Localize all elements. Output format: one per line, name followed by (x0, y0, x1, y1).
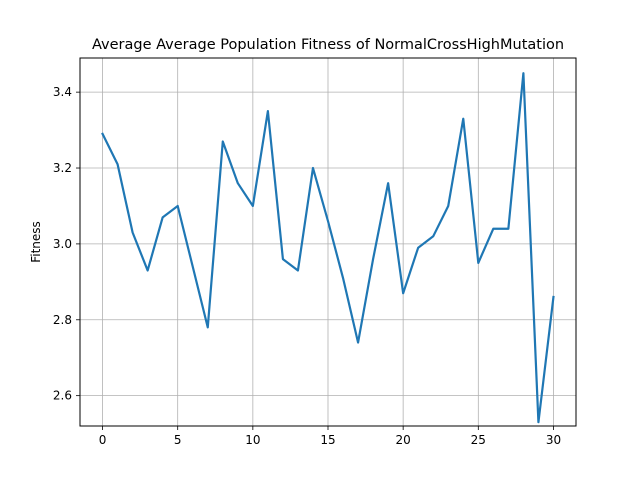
series-line (101, 72, 555, 424)
y-axis-label: Fitness (29, 221, 43, 263)
ticks: 0 5 10 15 20 25 30 2.6 2.8 3.0 3.2 3.4 (53, 85, 561, 447)
x-tick-label: 15 (320, 433, 335, 447)
x-tick-label: 5 (174, 433, 182, 447)
y-tick-label: 2.8 (53, 313, 72, 327)
x-tick-label: 0 (99, 433, 107, 447)
y-tick-label: 3.2 (53, 161, 72, 175)
x-tick-label: 20 (396, 433, 411, 447)
y-tick-label: 2.6 (53, 389, 72, 403)
x-tick-label: 30 (546, 433, 561, 447)
y-tick-label: 3.4 (53, 85, 72, 99)
plot-area (101, 72, 555, 424)
y-tick-label: 3.0 (53, 237, 72, 251)
x-tick-label: 25 (471, 433, 486, 447)
chart-title: Average Average Population Fitness of No… (92, 37, 564, 53)
x-tick-label: 10 (245, 433, 260, 447)
gridlines (80, 58, 576, 426)
